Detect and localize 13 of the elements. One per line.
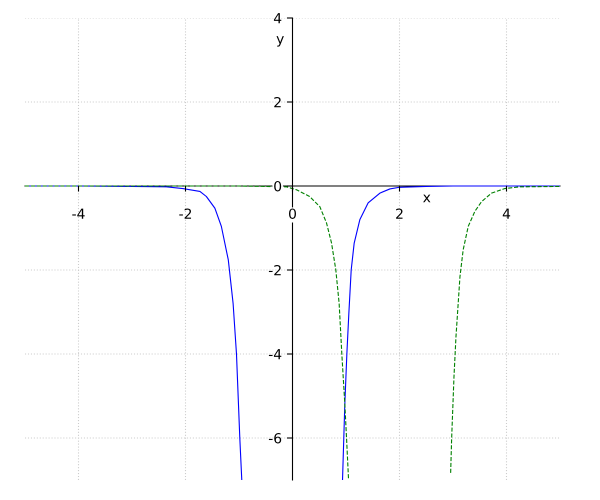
x-tick-label: -4 [72, 208, 85, 219]
x-axis-title: x [423, 194, 430, 202]
y-tick-label: -6 [268, 432, 282, 444]
x-tick-label: -2 [179, 208, 192, 219]
x-tick-label: 0 [288, 208, 296, 219]
y-tick-label: -2 [268, 264, 281, 276]
y-tick-label: 0 [274, 180, 282, 192]
x-tick-label: 4 [502, 208, 510, 219]
y-tick-label: -4 [268, 349, 282, 360]
x-tick-label: 2 [396, 208, 403, 219]
y-tick-label: 4 [274, 13, 282, 24]
y-axis-title: y [276, 36, 284, 47]
y-tick-label: 2 [274, 96, 281, 108]
